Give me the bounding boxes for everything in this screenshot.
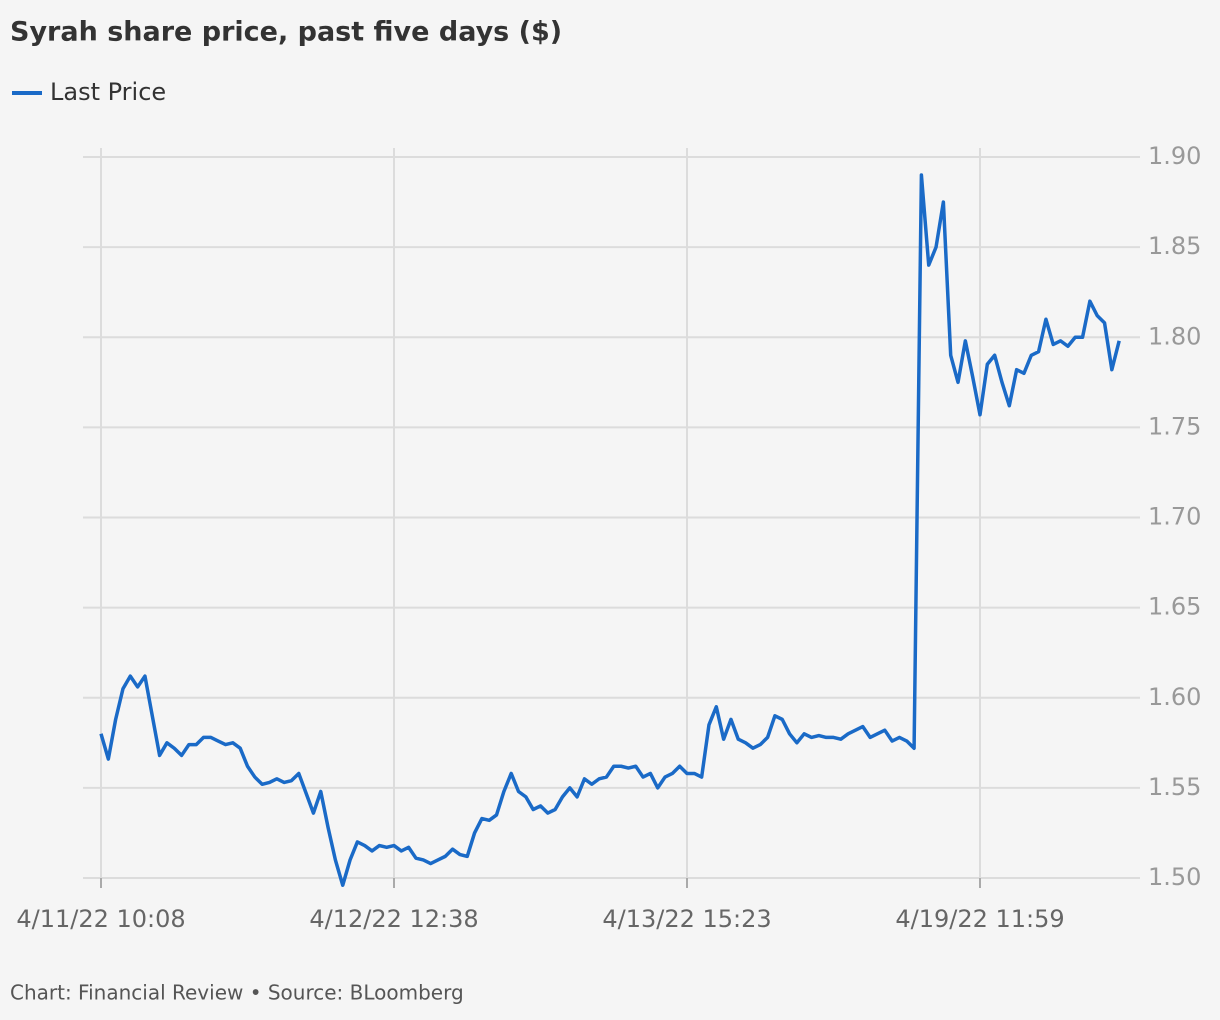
- price-line: [99, 173, 1121, 887]
- chart-title: Syrah share price, past five days ($): [10, 17, 562, 48]
- y-tick-label: 1.65: [1148, 593, 1201, 621]
- y-tick-label: 1.50: [1148, 863, 1201, 891]
- x-tick-label: 4/13/22 15:23: [602, 905, 771, 933]
- y-tick-label: 1.60: [1148, 683, 1201, 711]
- x-tick-label: 4/19/22 11:59: [895, 905, 1064, 933]
- legend-label: Last Price: [50, 78, 166, 106]
- y-tick-label: 1.90: [1148, 142, 1201, 170]
- y-tick-label: 1.80: [1148, 322, 1201, 350]
- x-tick-label: 4/11/22 10:08: [16, 905, 185, 933]
- y-tick-label: 1.70: [1148, 503, 1201, 531]
- y-tick-label: 1.85: [1148, 232, 1201, 260]
- y-tick-label: 1.55: [1148, 773, 1201, 801]
- grid: 1.50 1.55 1.60 1.65 1.70 1.75 1.80 1.85 1.90 4/11…: [16, 142, 1201, 933]
- y-tick-label: 1.75: [1148, 412, 1201, 440]
- x-tick-label: 4/12/22 12:38: [309, 905, 478, 933]
- source-note: Chart: Financial Review • Source: BLoomb…: [10, 981, 464, 1005]
- plot: [99, 173, 1121, 887]
